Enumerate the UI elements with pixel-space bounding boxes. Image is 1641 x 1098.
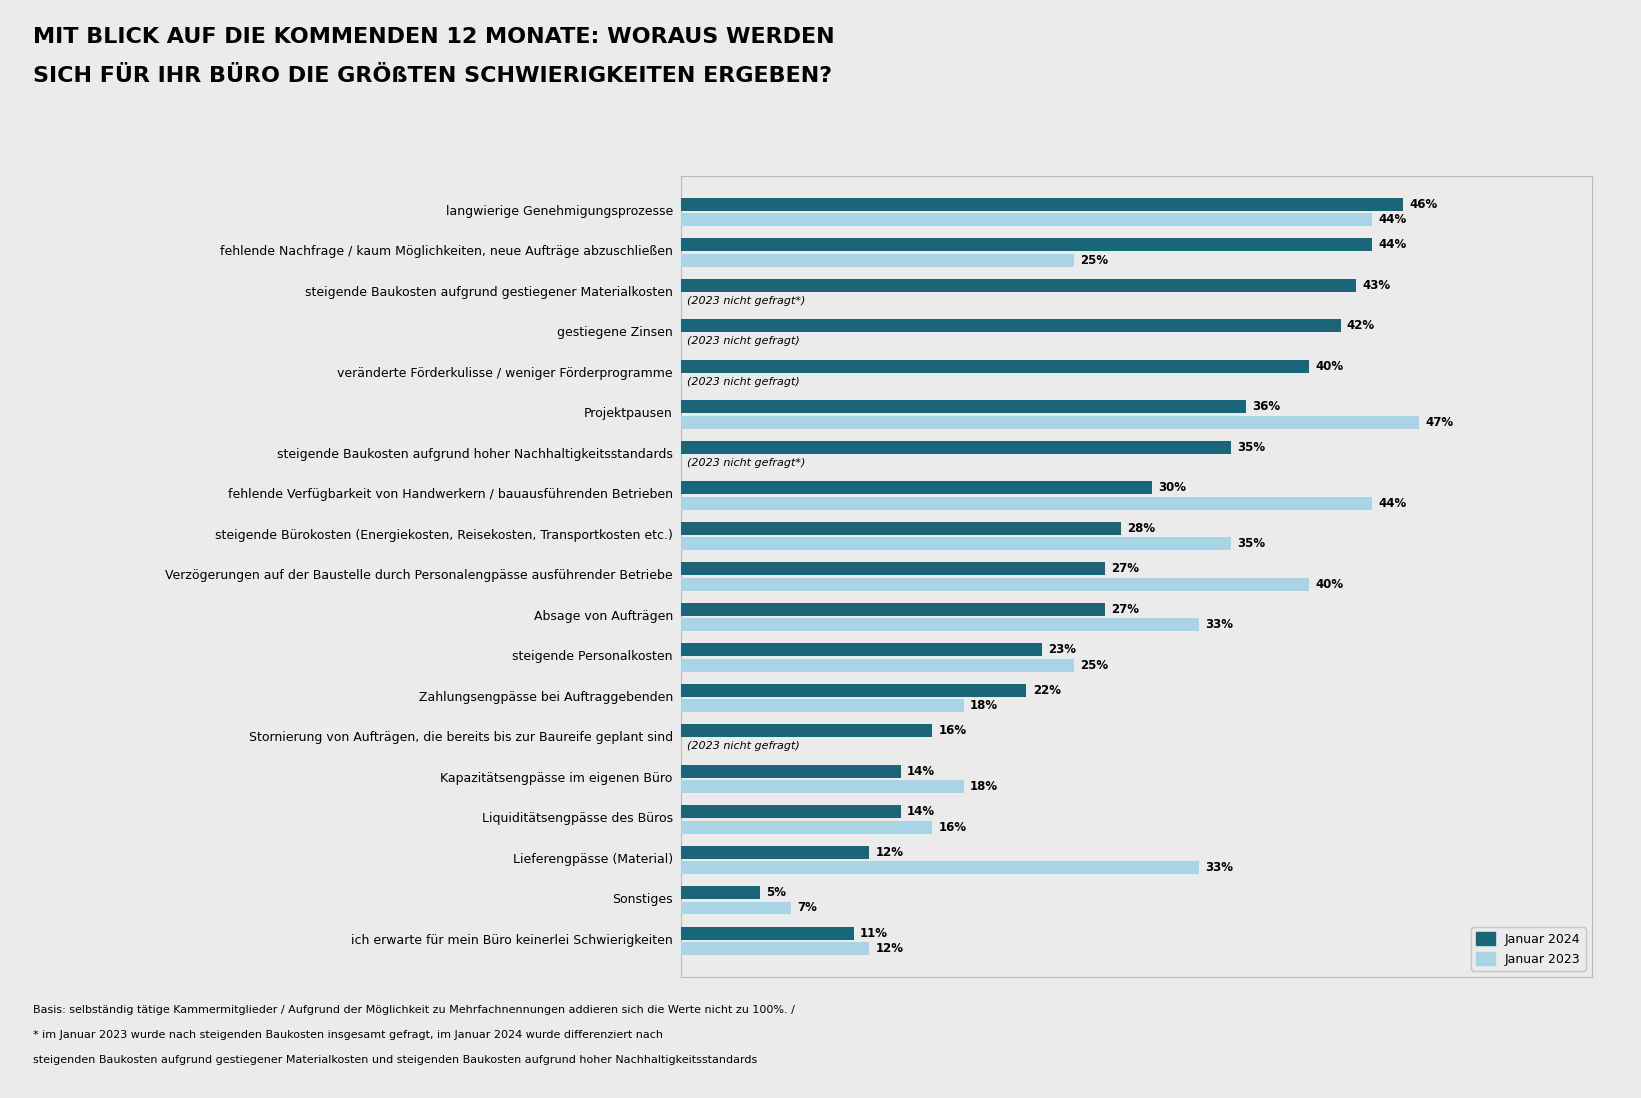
Text: 18%: 18%	[970, 780, 998, 793]
Text: 40%: 40%	[1316, 360, 1344, 373]
Text: Absage von Aufträgen: Absage von Aufträgen	[533, 609, 673, 623]
Text: 44%: 44%	[1378, 238, 1406, 251]
Text: 43%: 43%	[1362, 279, 1390, 292]
Bar	[681, 699, 963, 713]
Text: 14%: 14%	[907, 764, 935, 777]
Bar	[681, 481, 1152, 494]
Bar	[681, 522, 1121, 535]
Text: 35%: 35%	[1237, 440, 1265, 453]
Bar	[681, 360, 1310, 373]
Text: * im Januar 2023 wurde nach steigenden Baukosten insgesamt gefragt, im Januar 20: * im Januar 2023 wurde nach steigenden B…	[33, 1030, 663, 1040]
Text: (2023 nicht gefragt*): (2023 nicht gefragt*)	[688, 295, 806, 305]
Text: langwierige Genehmigungsprozesse: langwierige Genehmigungsprozesse	[446, 205, 673, 219]
Text: Zahlungsengpässe bei Auftraggebenden: Zahlungsengpässe bei Auftraggebenden	[418, 691, 673, 704]
Text: 27%: 27%	[1111, 603, 1139, 616]
Text: Kapazitätsengpässe im eigenen Büro: Kapazitätsengpässe im eigenen Büro	[440, 772, 673, 785]
Bar	[681, 440, 1231, 453]
Bar	[681, 279, 1355, 292]
Bar	[681, 820, 932, 833]
Text: Sonstiges: Sonstiges	[612, 893, 673, 906]
Bar	[681, 496, 1372, 509]
Bar	[681, 401, 1246, 413]
Bar	[681, 643, 1042, 657]
Legend: Januar 2024, Januar 2023: Januar 2024, Januar 2023	[1470, 928, 1585, 971]
Text: 12%: 12%	[876, 942, 904, 955]
Bar	[681, 578, 1310, 591]
Text: (2023 nicht gefragt): (2023 nicht gefragt)	[688, 377, 801, 386]
Bar	[681, 618, 1200, 631]
Text: 42%: 42%	[1347, 320, 1375, 333]
Text: 47%: 47%	[1426, 416, 1454, 428]
Text: 28%: 28%	[1127, 522, 1155, 535]
Bar	[681, 942, 870, 955]
Bar	[681, 213, 1372, 226]
Bar	[681, 416, 1419, 428]
Text: Liquiditätsengpässe des Büros: Liquiditätsengpässe des Büros	[482, 813, 673, 826]
Text: 33%: 33%	[1206, 618, 1234, 631]
Text: Stornierung von Aufträgen, die bereits bis zur Baureife geplant sind: Stornierung von Aufträgen, die bereits b…	[249, 731, 673, 744]
Bar	[681, 886, 760, 899]
Text: 12%: 12%	[876, 845, 904, 859]
Text: Basis: selbständig tätige Kammermitglieder / Aufgrund der Möglichkeit zu Mehrfac: Basis: selbständig tätige Kammermitglied…	[33, 1005, 794, 1015]
Text: 44%: 44%	[1378, 213, 1406, 226]
Bar	[681, 764, 901, 777]
Text: 5%: 5%	[766, 886, 786, 899]
Text: gestiegene Zinsen: gestiegene Zinsen	[556, 326, 673, 339]
Text: veränderte Förderkulisse / weniger Förderprogramme: veränderte Förderkulisse / weniger Förde…	[336, 367, 673, 380]
Bar	[681, 238, 1372, 251]
Text: 16%: 16%	[939, 820, 967, 833]
Text: 35%: 35%	[1237, 537, 1265, 550]
Bar	[681, 861, 1200, 874]
Text: 46%: 46%	[1410, 198, 1438, 211]
Text: fehlende Nachfrage / kaum Möglichkeiten, neue Aufträge abzuschließen: fehlende Nachfrage / kaum Möglichkeiten,…	[220, 246, 673, 258]
Text: steigenden Baukosten aufgrund gestiegener Materialkosten und steigenden Baukoste: steigenden Baukosten aufgrund gestiegene…	[33, 1055, 757, 1065]
Text: (2023 nicht gefragt*): (2023 nicht gefragt*)	[688, 458, 806, 468]
Bar	[681, 603, 1104, 616]
Bar	[681, 254, 1073, 267]
Text: 44%: 44%	[1378, 496, 1406, 509]
Bar	[681, 780, 963, 793]
Bar	[681, 537, 1231, 550]
Text: steigende Bürokosten (Energiekosten, Reisekosten, Transportkosten etc.): steigende Bürokosten (Energiekosten, Rei…	[215, 529, 673, 541]
Text: 25%: 25%	[1080, 659, 1108, 672]
Text: SICH FÜR IHR BÜRO DIE GRÖßTEN SCHWIERIGKEITEN ERGEBEN?: SICH FÜR IHR BÜRO DIE GRÖßTEN SCHWIERIGK…	[33, 66, 832, 86]
Text: 22%: 22%	[1032, 684, 1060, 697]
Bar	[681, 927, 853, 940]
Bar	[681, 684, 1027, 697]
Text: (2023 nicht gefragt): (2023 nicht gefragt)	[688, 336, 801, 346]
Text: 27%: 27%	[1111, 562, 1139, 575]
Bar	[681, 562, 1104, 575]
Text: MIT BLICK AUF DIE KOMMENDEN 12 MONATE: WORAUS WERDEN: MIT BLICK AUF DIE KOMMENDEN 12 MONATE: W…	[33, 27, 834, 47]
Text: Projektpausen: Projektpausen	[584, 407, 673, 421]
Text: ich erwarte für mein Büro keinerlei Schwierigkeiten: ich erwarte für mein Büro keinerlei Schw…	[351, 933, 673, 946]
Bar	[681, 725, 932, 737]
Bar	[681, 320, 1341, 333]
Text: 14%: 14%	[907, 805, 935, 818]
Text: (2023 nicht gefragt): (2023 nicht gefragt)	[688, 741, 801, 751]
Text: 18%: 18%	[970, 699, 998, 713]
Text: steigende Baukosten aufgrund hoher Nachhaltigkeitsstandards: steigende Baukosten aufgrund hoher Nachh…	[277, 448, 673, 461]
Text: 11%: 11%	[860, 927, 888, 940]
Text: 30%: 30%	[1159, 481, 1186, 494]
Bar	[681, 198, 1403, 211]
Text: 40%: 40%	[1316, 578, 1344, 591]
Text: fehlende Verfügbarkeit von Handwerkern / bauausführenden Betrieben: fehlende Verfügbarkeit von Handwerkern /…	[228, 489, 673, 502]
Text: steigende Personalkosten: steigende Personalkosten	[512, 650, 673, 663]
Text: 7%: 7%	[798, 901, 817, 915]
Text: 23%: 23%	[1049, 643, 1076, 657]
Text: 16%: 16%	[939, 725, 967, 737]
Bar	[681, 845, 870, 859]
Bar	[681, 659, 1073, 672]
Text: 25%: 25%	[1080, 254, 1108, 267]
Bar	[681, 805, 901, 818]
Text: steigende Baukosten aufgrund gestiegener Materialkosten: steigende Baukosten aufgrund gestiegener…	[305, 285, 673, 299]
Text: Verzögerungen auf der Baustelle durch Personalengpässe ausführender Betriebe: Verzögerungen auf der Baustelle durch Pe…	[166, 570, 673, 582]
Text: 36%: 36%	[1252, 401, 1280, 413]
Text: 33%: 33%	[1206, 861, 1234, 874]
Text: Lieferengpässe (Material): Lieferengpässe (Material)	[512, 853, 673, 865]
Bar	[681, 901, 791, 915]
